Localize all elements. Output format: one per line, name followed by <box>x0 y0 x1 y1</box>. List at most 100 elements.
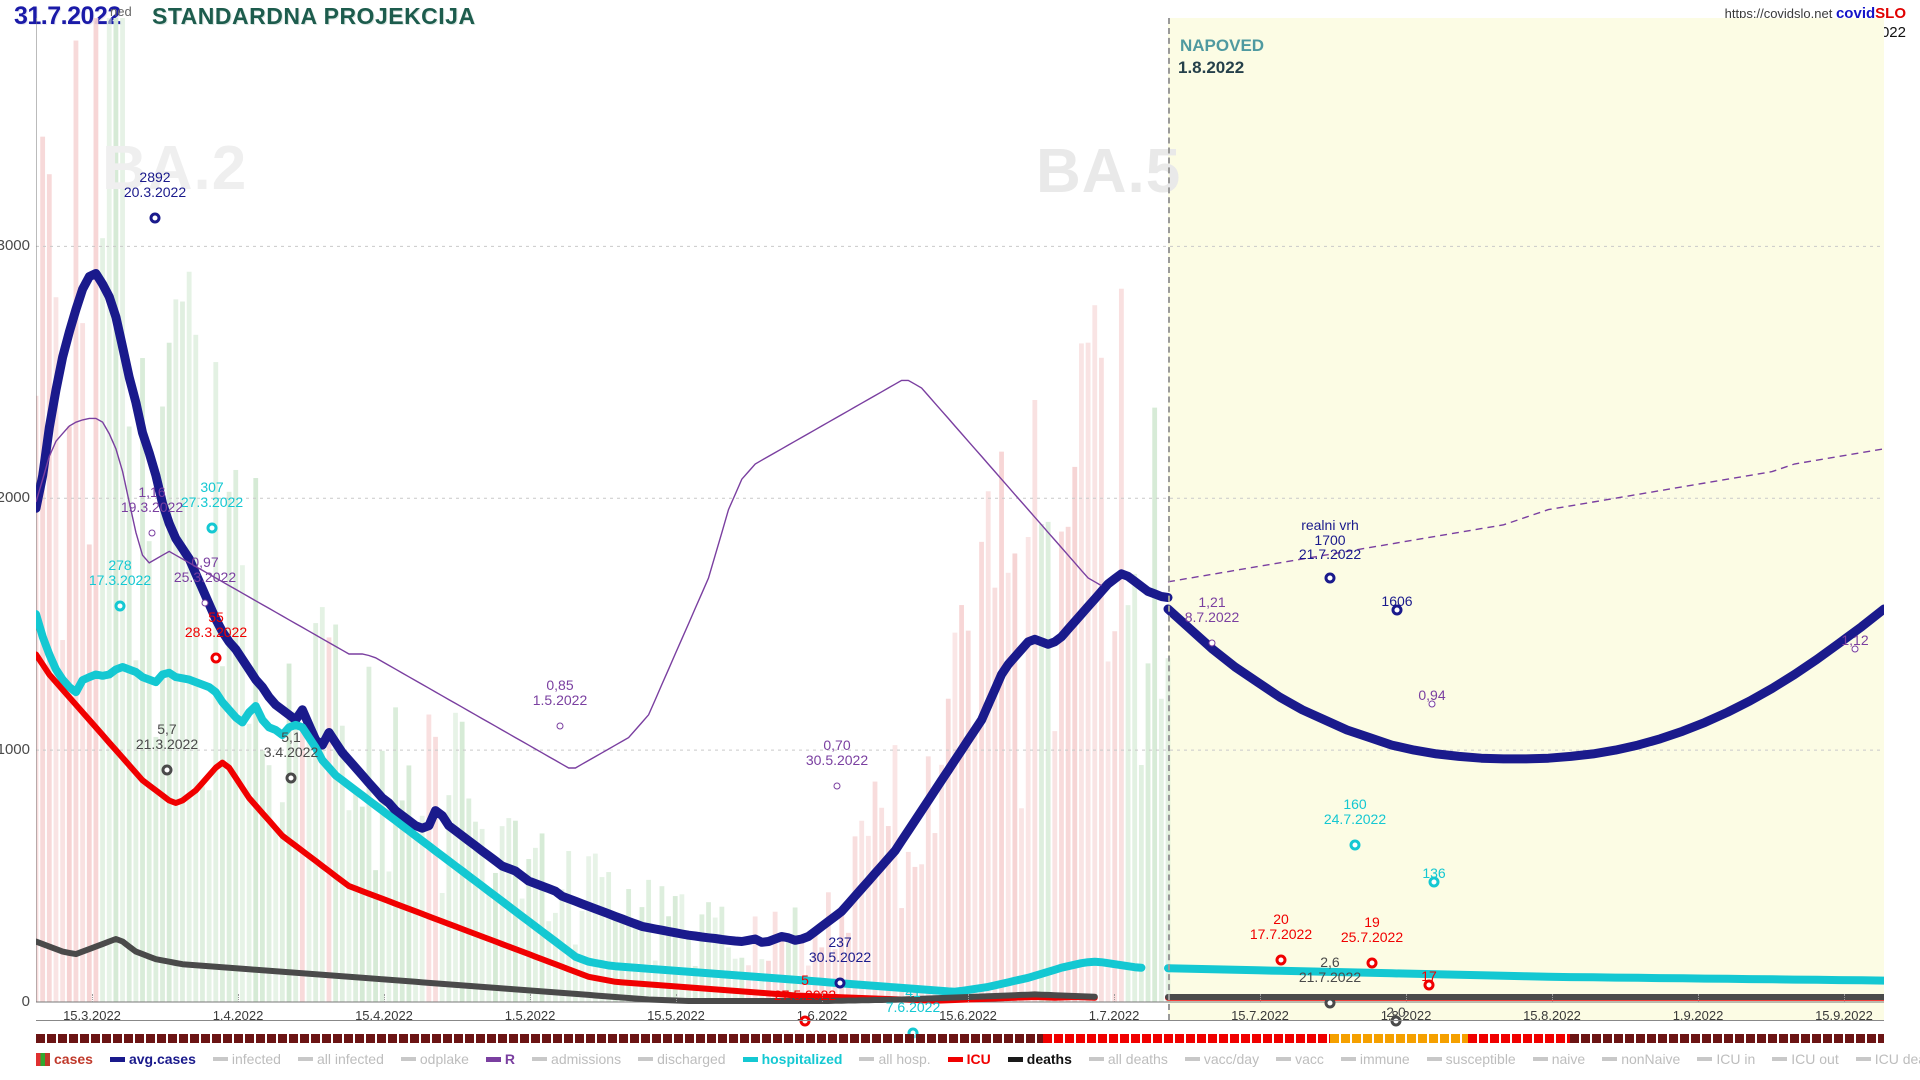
forecast-background <box>1168 18 1884 1020</box>
x-axis-tick-3: 1.5.2022 <box>504 1008 556 1023</box>
annotation-point-18: 136 <box>1422 866 1445 881</box>
annotation-date: 8.7.2022 <box>1184 608 1240 625</box>
daily-cases-bars <box>36 18 1171 1003</box>
legend-item-label: odplake <box>419 1051 469 1067</box>
x-tick-mark <box>1114 994 1115 1002</box>
legend-item-infected[interactable]: infected <box>212 1051 281 1067</box>
legend-item-r[interactable]: R <box>485 1051 515 1067</box>
annotation-value: 1606 <box>1381 593 1413 609</box>
annotation-point-24: 1,12 <box>1841 633 1868 648</box>
legend-item-label: ICU <box>966 1051 991 1067</box>
legend-item-vacc-day[interactable]: vacc/day <box>1184 1051 1260 1067</box>
x-axis-tick-2: 15.4.2022 <box>355 1008 413 1023</box>
legend-item-all-infected[interactable]: all infected <box>297 1051 384 1067</box>
legend-item-avg-cases[interactable]: avg.cases <box>109 1051 196 1067</box>
x-axis-tick-0: 15.3.2022 <box>63 1008 121 1023</box>
annotation-date: 17.7.2022 <box>1249 925 1313 942</box>
annotation-date: 21.7.2022 <box>1298 546 1362 563</box>
annotation-value: 0,85 <box>546 677 574 693</box>
legend-item-icu-deaths[interactable]: ICU deaths <box>1855 1051 1920 1067</box>
annotation-marker <box>1391 604 1403 616</box>
legend-item-all-hosp-[interactable]: all hosp. <box>859 1051 931 1067</box>
legend-item-cases[interactable]: cases <box>36 1051 93 1067</box>
line-swatch-icon <box>297 1057 313 1061</box>
watermark-ba2: BA.2 <box>102 134 248 203</box>
annotation-marker <box>1390 1015 1402 1027</box>
annotation-point-9: 0,70 30.5.2022 <box>806 738 868 767</box>
legend-item-label: infected <box>231 1051 281 1067</box>
legend-item-label: susceptible <box>1445 1051 1516 1067</box>
annotation-value: 1,12 <box>1841 632 1869 648</box>
legend-item-label: vacc/day <box>1203 1051 1260 1067</box>
legend-item-vacc[interactable]: vacc <box>1276 1051 1324 1067</box>
annotation-value: 1,16 <box>138 484 166 500</box>
severity-ribbon <box>36 1034 1884 1043</box>
x-tick-mark <box>1552 994 1553 1002</box>
annotation-marker <box>1324 997 1336 1009</box>
annotation-marker <box>1428 700 1436 708</box>
line-swatch-icon <box>532 1057 548 1061</box>
legend-item-label: discharged <box>657 1051 726 1067</box>
annotation-value: 278 <box>108 557 132 573</box>
annotation-peak-15: realni vrh 1700 21.7.2022 <box>1299 518 1361 562</box>
legend-item-immune[interactable]: immune <box>1340 1051 1410 1067</box>
legend-item-label: avg.cases <box>128 1051 196 1067</box>
annotation-value: 0,97 <box>191 554 219 570</box>
annotation-value: 20 <box>1273 911 1289 927</box>
annotation-marker <box>149 212 161 224</box>
annotation-point-3: 1,16 19.3.2022 <box>121 485 183 514</box>
legend-item-hospitalized[interactable]: hospitalized <box>742 1051 842 1067</box>
annotation-value: 0,94 <box>1418 687 1446 703</box>
legend-item-icu[interactable]: ICU <box>947 1051 991 1067</box>
x-axis-tick-1: 1.4.2022 <box>212 1008 264 1023</box>
forecast-start-date: 1.8.2022 <box>1178 58 1245 77</box>
annotation-point-5: 55 28.3.2022 <box>185 610 247 639</box>
annotation-point-17: 160 24.7.2022 <box>1324 797 1386 826</box>
legend-item-label: deaths <box>1026 1051 1072 1067</box>
annotation-date: 20.3.2022 <box>123 183 187 200</box>
annotation-date: 28.3.2022 <box>184 623 248 640</box>
legend-item-label: immune <box>1359 1051 1410 1067</box>
x-axis-line <box>36 1020 1884 1021</box>
chart-legend: cases avg.cases infected all infected odplak… <box>36 1046 1920 1072</box>
forecast-divider <box>1168 18 1170 1020</box>
legend-item-discharged[interactable]: discharged <box>638 1051 726 1067</box>
annotation-value: 5,7 <box>157 721 177 737</box>
legend-item-naive[interactable]: naive <box>1532 1051 1585 1067</box>
legend-item-label: ICU out <box>1791 1051 1839 1067</box>
annotation-date: 19.3.2022 <box>120 498 184 515</box>
legend-item-all-deaths[interactable]: all deaths <box>1088 1051 1168 1067</box>
annotation-marker <box>1428 876 1440 888</box>
annotation-point-7: 5,1 3.4.2022 <box>264 730 319 759</box>
legend-item-nonnaive[interactable]: nonNaive <box>1602 1051 1680 1067</box>
annotation-date: 27.5.2022 <box>773 986 837 1003</box>
annotation-marker <box>1349 839 1361 851</box>
legend-item-label: ICU in <box>1716 1051 1756 1067</box>
legend-item-admissions[interactable]: admissions <box>532 1051 621 1067</box>
legend-item-label: all deaths <box>1107 1051 1168 1067</box>
annotation-value: 307 <box>200 479 224 495</box>
annotation-marker <box>1324 572 1336 584</box>
legend-item-deaths[interactable]: deaths <box>1007 1051 1072 1067</box>
line-swatch-icon <box>1532 1057 1548 1061</box>
page-day-of-week: ned <box>110 4 132 19</box>
legend-item-icu-in[interactable]: ICU in <box>1697 1051 1755 1067</box>
annotation-point-20: 19 25.7.2022 <box>1341 915 1403 944</box>
legend-item-susceptible[interactable]: susceptible <box>1426 1051 1516 1067</box>
ribbon-segment-2 <box>1329 1034 1469 1043</box>
line-swatch-icon <box>1697 1057 1713 1061</box>
annotation-point-11: 5 27.5.2022 <box>774 973 836 1002</box>
legend-item-icu-out[interactable]: ICU out <box>1772 1051 1839 1067</box>
legend-item-odplake[interactable]: odplake <box>400 1051 469 1067</box>
line-swatch-icon <box>1340 1057 1356 1061</box>
line-swatch-icon <box>1276 1057 1292 1061</box>
y-axis-tick-1000: 1000 <box>0 741 30 759</box>
annotation-value: 5,1 <box>281 729 301 745</box>
annotation-value: 237 <box>828 934 852 950</box>
annotation-point-0: 2892 20.3.2022 <box>124 170 186 199</box>
annotation-point-8: 0,85 1.5.2022 <box>533 678 588 707</box>
annotation-date: 27.3.2022 <box>180 493 244 510</box>
annotation-point-10: 237 30.5.2022 <box>809 935 871 964</box>
brand-slo: SLO <box>1875 5 1906 22</box>
site-url: https://covidslo.net covidSLO <box>1725 5 1906 22</box>
